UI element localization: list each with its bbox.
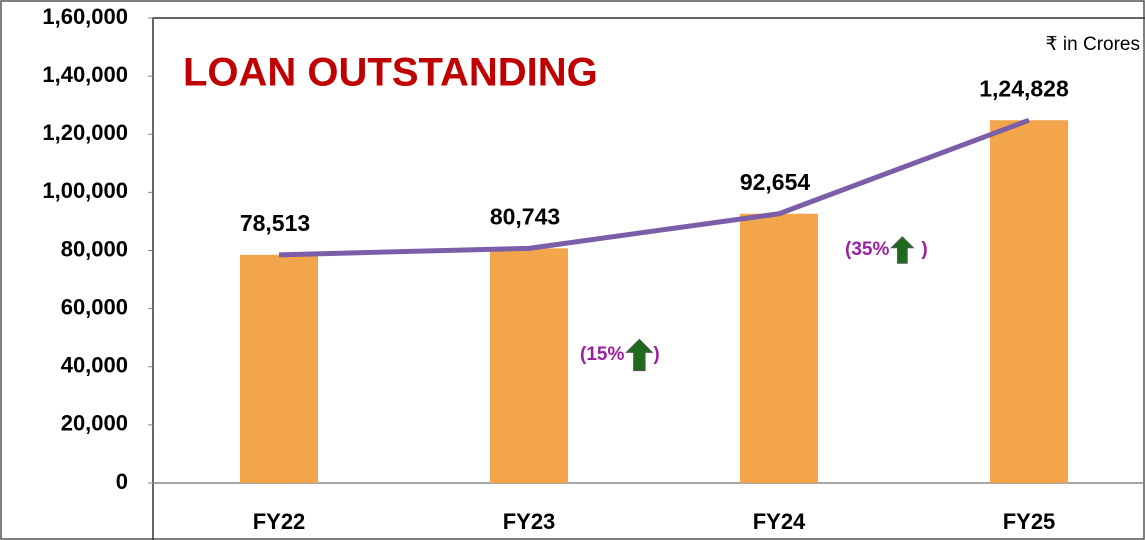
y-tick-label: 60,000 [61, 294, 128, 319]
y-tick-label: 20,000 [61, 411, 128, 436]
data-label: 78,513 [240, 210, 310, 236]
annotation-text: ) [653, 344, 659, 365]
x-tick-label: FY22 [253, 509, 306, 534]
bar [740, 213, 818, 484]
annotation-text: (15% [580, 344, 624, 365]
x-tick-label: FY23 [503, 509, 556, 534]
trend-line [278, 117, 1030, 258]
x-tick-label: FY25 [1003, 509, 1056, 534]
x-tick-label: FY24 [753, 509, 806, 534]
annotation-text: ) [921, 239, 927, 260]
data-label: 92,654 [740, 169, 811, 195]
bar [490, 248, 568, 483]
up-arrow-icon [625, 338, 654, 372]
chart-title: LOAN OUTSTANDING [183, 51, 598, 95]
y-tick-label: 1,00,000 [42, 178, 128, 203]
data-label: 80,743 [490, 203, 560, 229]
y-tick-label: 0 [116, 469, 128, 494]
data-label: 1,24,828 [979, 75, 1069, 101]
unit-note: ₹ in Crores [1046, 34, 1140, 55]
y-tick-label: 80,000 [61, 236, 128, 261]
bar [990, 120, 1068, 483]
y-tick-label: 1,20,000 [42, 120, 128, 145]
y-tick-label: 1,60,000 [42, 4, 128, 29]
bar [240, 254, 318, 483]
up-arrow-icon [890, 236, 915, 264]
annotation-text: (35% [845, 239, 889, 260]
y-tick-label: 1,40,000 [42, 62, 128, 87]
y-tick-label: 40,000 [61, 353, 128, 378]
